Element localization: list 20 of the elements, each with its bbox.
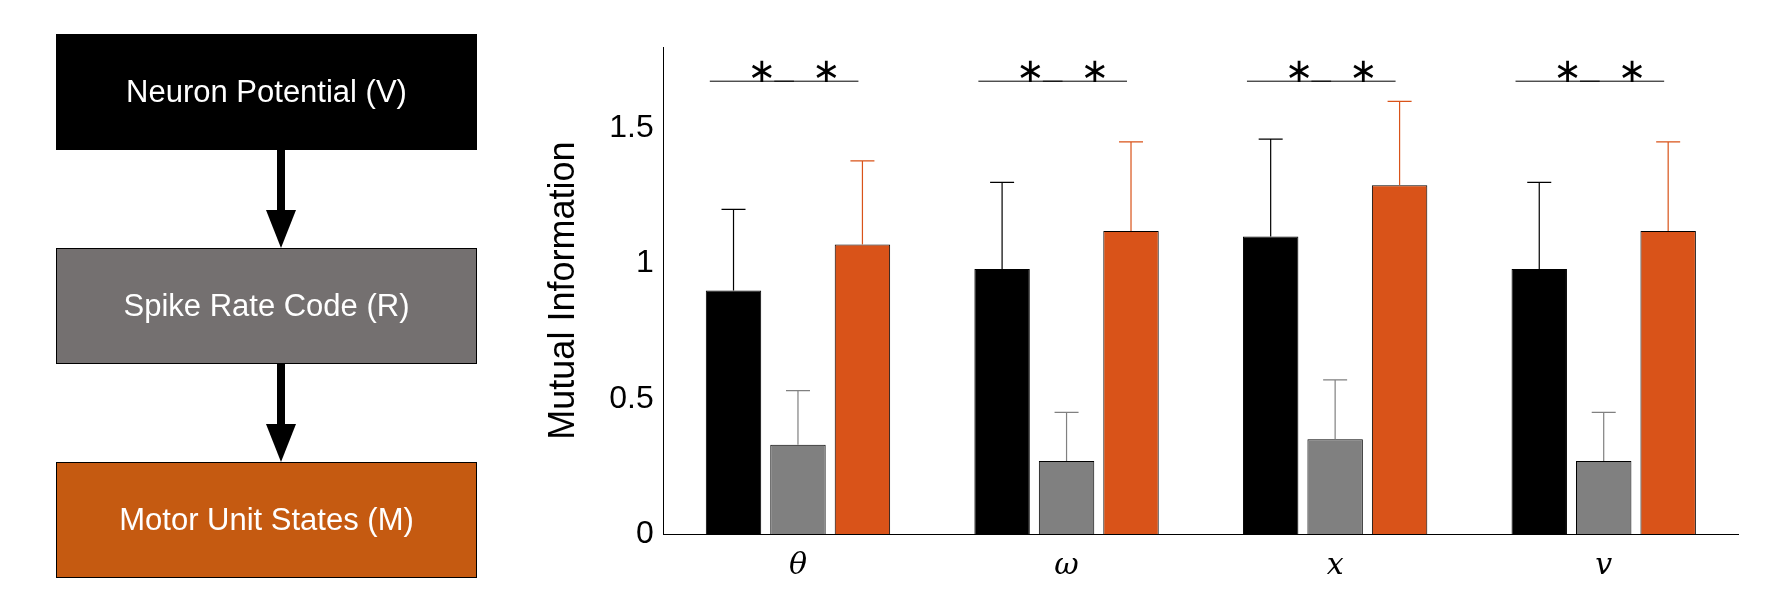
x-tick-label: ω xyxy=(1054,545,1079,581)
text: Spike Rate Code (R) xyxy=(123,288,410,324)
annotation: ∗ xyxy=(1080,50,1110,91)
text: Neuron Potential (V) xyxy=(126,74,407,110)
y-tick-label: 0 xyxy=(635,513,654,550)
annotation: ∗ xyxy=(811,50,841,91)
x-tick-label: θ xyxy=(788,545,808,581)
y-tick-label: 0.5 xyxy=(609,378,654,415)
x-tick-label: v xyxy=(1595,545,1613,581)
y-tick-label: 1 xyxy=(635,243,654,280)
annotation: ∗ xyxy=(1553,50,1582,91)
y-tick-label: 1.5 xyxy=(609,108,654,145)
text: Motor Unit States (M) xyxy=(119,502,414,538)
y-axis-title: Mutual Information xyxy=(540,141,582,440)
annotation: ∗ xyxy=(1284,50,1314,91)
x-tick-label: x xyxy=(1326,545,1344,581)
annotation: ∗ xyxy=(1016,50,1045,91)
annotation: ∗ xyxy=(747,50,776,91)
annotation: ∗ xyxy=(1349,50,1378,91)
annotation: ∗ xyxy=(1617,50,1647,91)
